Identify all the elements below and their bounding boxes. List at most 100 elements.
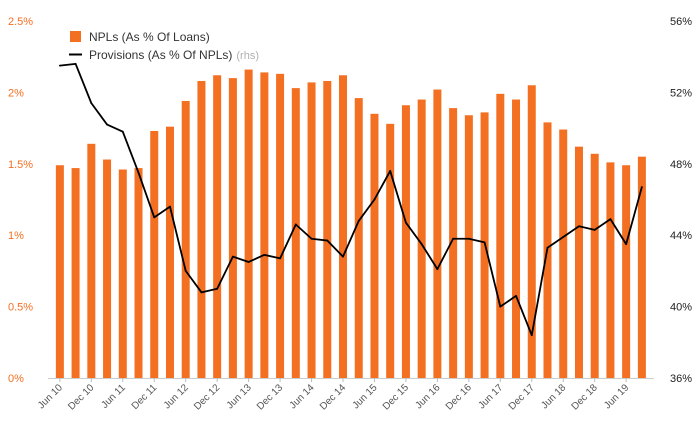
npl-bar bbox=[574, 146, 583, 378]
npl-bar bbox=[197, 80, 206, 378]
x-axis-tick-label: Dec 17 bbox=[507, 382, 537, 412]
provisions-point bbox=[169, 205, 171, 208]
x-axis-tick-label: Dec 16 bbox=[444, 382, 474, 412]
npl-bar bbox=[150, 130, 159, 378]
legend: NPLs (As % Of Loans) Provisions (As % Of… bbox=[69, 30, 259, 62]
legend-swatch-npls bbox=[70, 31, 81, 42]
x-axis-tick-label: Jun 16 bbox=[413, 382, 442, 411]
npl-bar bbox=[55, 165, 64, 378]
npl-bar bbox=[181, 100, 190, 378]
provisions-point bbox=[625, 243, 628, 246]
left-axis-tick: 1% bbox=[8, 230, 24, 242]
left-axis-tick: 1.5% bbox=[8, 159, 33, 171]
npl-bar bbox=[417, 99, 426, 378]
x-axis-tick-label: Jun 14 bbox=[288, 382, 317, 411]
npl-bar bbox=[370, 113, 379, 378]
provisions-point bbox=[121, 130, 124, 133]
provisions-point bbox=[405, 221, 407, 224]
provisions-point bbox=[373, 198, 376, 201]
npl-bar bbox=[433, 89, 442, 378]
provisions-point bbox=[357, 220, 360, 222]
provisions-point bbox=[436, 268, 439, 271]
provisions-point bbox=[247, 261, 250, 263]
provisions-point bbox=[420, 243, 423, 246]
npl-bar bbox=[449, 108, 458, 379]
x-axis-tick-label: Jun 18 bbox=[539, 382, 568, 411]
npl-bar bbox=[606, 162, 615, 378]
legend-rhs-note: (rhs) bbox=[236, 50, 259, 62]
npl-bar bbox=[637, 156, 646, 378]
npl-bar bbox=[260, 72, 269, 378]
npl-bar bbox=[118, 169, 127, 378]
left-axis-tick: 0% bbox=[8, 373, 24, 385]
right-axis-tick: 44% bbox=[670, 230, 692, 242]
provisions-point bbox=[294, 223, 297, 226]
provisions-point bbox=[216, 287, 219, 290]
provisions-point bbox=[263, 253, 266, 256]
legend-label-npls: NPLs (As % Of Loans) bbox=[89, 30, 210, 44]
x-axis-tick-label: Jun 12 bbox=[162, 382, 191, 411]
provisions-point bbox=[153, 216, 156, 219]
npl-bar bbox=[559, 129, 568, 378]
npl-bar bbox=[512, 99, 521, 378]
provisions-point bbox=[137, 171, 140, 174]
provisions-line bbox=[58, 62, 643, 337]
provisions-point bbox=[483, 241, 486, 244]
x-axis-tick-label: Jun 19 bbox=[602, 382, 631, 411]
npl-bars bbox=[55, 69, 646, 379]
npl-bar bbox=[244, 69, 253, 379]
npl-bar bbox=[228, 78, 237, 379]
provisions-point bbox=[74, 62, 77, 65]
right-axis: 36% 40% 44% 48% 52% 56% bbox=[670, 16, 692, 385]
npl-bar bbox=[307, 82, 316, 379]
x-axis-tick-label: Dec 11 bbox=[130, 382, 160, 412]
npl-bar bbox=[87, 143, 96, 378]
x-axis-tick-label: Jun 11 bbox=[99, 382, 128, 411]
npl-bar bbox=[622, 165, 631, 378]
x-axis-tick-label: Jun 10 bbox=[36, 382, 65, 411]
npl-bar bbox=[464, 115, 473, 378]
npl-bar bbox=[213, 75, 222, 378]
provisions-line-path bbox=[59, 62, 643, 337]
legend-label-provisions-name: Provisions (As % Of NPLs) bbox=[89, 48, 232, 62]
provisions-point bbox=[232, 255, 234, 258]
npl-bar bbox=[590, 153, 599, 378]
provisions-point bbox=[279, 257, 281, 260]
provisions-point bbox=[499, 305, 502, 308]
provisions-point bbox=[593, 228, 596, 231]
provisions-point bbox=[389, 170, 392, 172]
npl-bar bbox=[323, 80, 332, 378]
left-axis-tick: 2% bbox=[8, 87, 24, 99]
provisions-point bbox=[530, 334, 533, 337]
npl-bar bbox=[339, 75, 347, 378]
provisions-point bbox=[106, 123, 108, 126]
right-axis-tick: 40% bbox=[670, 302, 692, 314]
provisions-point bbox=[326, 239, 329, 242]
left-axis-tick: 2.5% bbox=[8, 16, 33, 28]
npl-bar bbox=[386, 123, 395, 378]
x-axis-tick-label: Jun 13 bbox=[225, 382, 254, 411]
provisions-point bbox=[467, 237, 470, 240]
npl-bar bbox=[527, 85, 536, 378]
x-axis-tick-label: Jun 15 bbox=[351, 382, 380, 411]
provisions-point bbox=[640, 186, 643, 188]
npl-bar bbox=[276, 73, 285, 378]
npl-bar bbox=[354, 98, 363, 379]
x-axis: Jun 10 Dec 10 Jun 11 Dec 11 Jun 12 Dec 12 Jun … bbox=[36, 378, 632, 413]
provisions-point bbox=[184, 270, 187, 272]
provisions-point bbox=[90, 102, 93, 105]
x-axis-tick-label: Dec 13 bbox=[255, 382, 285, 412]
provisions-point bbox=[200, 291, 203, 294]
npl-bar bbox=[291, 88, 300, 379]
x-axis-tick-label: Dec 15 bbox=[381, 382, 411, 412]
left-axis-tick: 0.5% bbox=[8, 302, 33, 314]
provisions-point bbox=[578, 225, 580, 228]
provisions-point bbox=[562, 236, 565, 238]
right-axis-tick: 36% bbox=[670, 373, 692, 385]
provisions-point bbox=[342, 255, 344, 258]
provisions-point bbox=[515, 294, 517, 297]
legend-label-provisions: Provisions (As % Of NPLs) (rhs) bbox=[89, 48, 259, 62]
npl-bar bbox=[401, 105, 410, 378]
provisions-point bbox=[58, 64, 61, 67]
